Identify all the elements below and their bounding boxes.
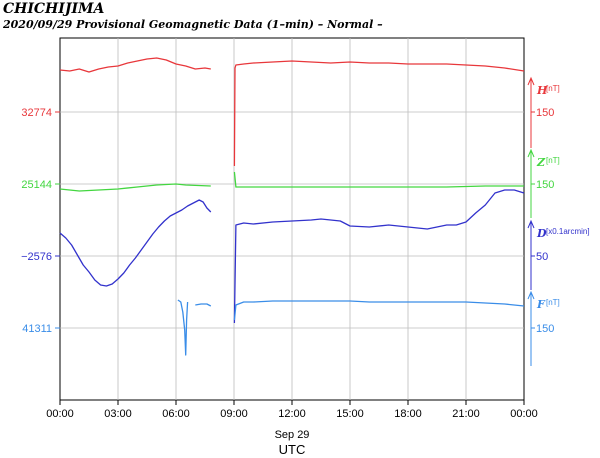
x-tick-label: 09:00 bbox=[220, 408, 248, 420]
chart-subtitle: 2020/09/29 Provisional Geomagnetic Data … bbox=[2, 18, 383, 31]
series-d-base-label: −2576 bbox=[21, 251, 52, 263]
series-h-base-label: 32774 bbox=[21, 107, 52, 119]
series-d-scale-label: 50 bbox=[536, 251, 548, 263]
series-d-name: D bbox=[536, 227, 547, 240]
series-d-arrow-head bbox=[527, 219, 535, 229]
series-z-name: Z bbox=[536, 156, 546, 169]
plot-grid bbox=[60, 38, 524, 400]
series-z-line bbox=[59, 171, 524, 192]
series-layer bbox=[59, 57, 525, 356]
x-tick-label: 06:00 bbox=[162, 408, 190, 420]
x-tick-label: 15:00 bbox=[336, 408, 364, 420]
series-h-line bbox=[59, 57, 525, 167]
x-tick-label: 21:00 bbox=[452, 408, 480, 420]
series-h-arrow-head bbox=[527, 76, 535, 86]
series-h-unit: [nT] bbox=[546, 84, 560, 93]
series-f-arrow-head bbox=[527, 290, 535, 300]
series-z-base-label: 25144 bbox=[21, 179, 52, 191]
series-f-scale-label: 150 bbox=[536, 323, 554, 335]
x-tick-label: 03:00 bbox=[104, 408, 132, 420]
series-f-base-label: 41311 bbox=[22, 323, 52, 335]
x-tick-label: 00:00 bbox=[510, 408, 538, 420]
series-z-arrow-head bbox=[527, 148, 535, 158]
series-f-name: F bbox=[536, 298, 546, 311]
series-d-unit: [x0.1arcmin] bbox=[546, 227, 590, 236]
series-h-name: H bbox=[536, 84, 548, 97]
x-tick-label: 00:00 bbox=[46, 408, 74, 420]
x-axis-label: UTC bbox=[279, 442, 306, 457]
series-h-scale-label: 150 bbox=[536, 107, 554, 119]
series-f-line bbox=[177, 299, 525, 356]
series-z-scale-label: 150 bbox=[536, 179, 554, 191]
series-f-unit: [nT] bbox=[546, 298, 560, 307]
x-axis: 00:00 03:00 06:00 09:00 12:00 15:00 18:00 21:00… bbox=[46, 400, 538, 420]
series-d-line bbox=[59, 189, 525, 324]
x-tick-label: 12:00 bbox=[278, 408, 306, 420]
series-z-unit: [nT] bbox=[546, 156, 560, 165]
station-title: CHICHIJIMA bbox=[3, 1, 105, 17]
x-date-label: Sep 29 bbox=[275, 429, 310, 441]
x-tick-label: 18:00 bbox=[394, 408, 422, 420]
